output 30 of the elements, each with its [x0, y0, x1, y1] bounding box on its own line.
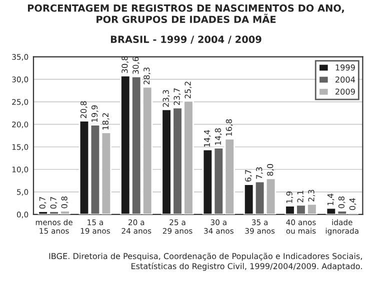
data-label: 2,3	[308, 190, 316, 202]
data-label: 30,8	[122, 56, 129, 74]
legend-label: 2009	[336, 88, 355, 95]
data-label: 1,4	[328, 194, 334, 206]
data-label: 14,8	[214, 128, 222, 145]
chart-title: PORCENTAGEM DE REGISTROS DE NASCIMENTOS DO ANO, POR GRUPOS DE IDADES DA MÃE	[28, 4, 344, 24]
legend-label: 2004	[336, 76, 355, 83]
data-label: 20,8	[80, 101, 88, 118]
legend-label: 1999	[336, 64, 355, 71]
data-label: 14,4	[204, 130, 211, 147]
data-label: 23,3	[162, 90, 170, 107]
data-label: 19,9	[91, 105, 98, 122]
data-label: 25,2	[184, 82, 192, 98]
data-label: 0,8	[338, 196, 346, 208]
chart-subtitle: BRASIL - 1999 / 2004 / 2009	[110, 36, 262, 44]
data-label: 2,1	[297, 190, 304, 202]
data-label: 18,2	[102, 113, 110, 130]
data-label: 1,9	[286, 192, 294, 203]
data-label: 6,7	[245, 170, 252, 182]
data-label: 16,8	[226, 119, 233, 136]
data-label: 0,8	[61, 196, 68, 208]
text: IBGE. Diretoria de Pesquisa, Coordenação de População e Indicadores Sociais, Estatísticas do Registro Civil, 1999/2004/2009. Adaptado.	[49, 252, 362, 271]
data-label: 30,6	[132, 57, 140, 74]
data-label: 8,0	[267, 164, 274, 176]
data-label: 7,3	[256, 167, 263, 179]
data-label: 0,7	[50, 197, 58, 209]
data-label: 0,7	[39, 197, 46, 209]
data-label: 28,3	[144, 68, 150, 84]
data-label: 0,4	[349, 198, 356, 210]
data-label: 23,7	[174, 88, 181, 106]
